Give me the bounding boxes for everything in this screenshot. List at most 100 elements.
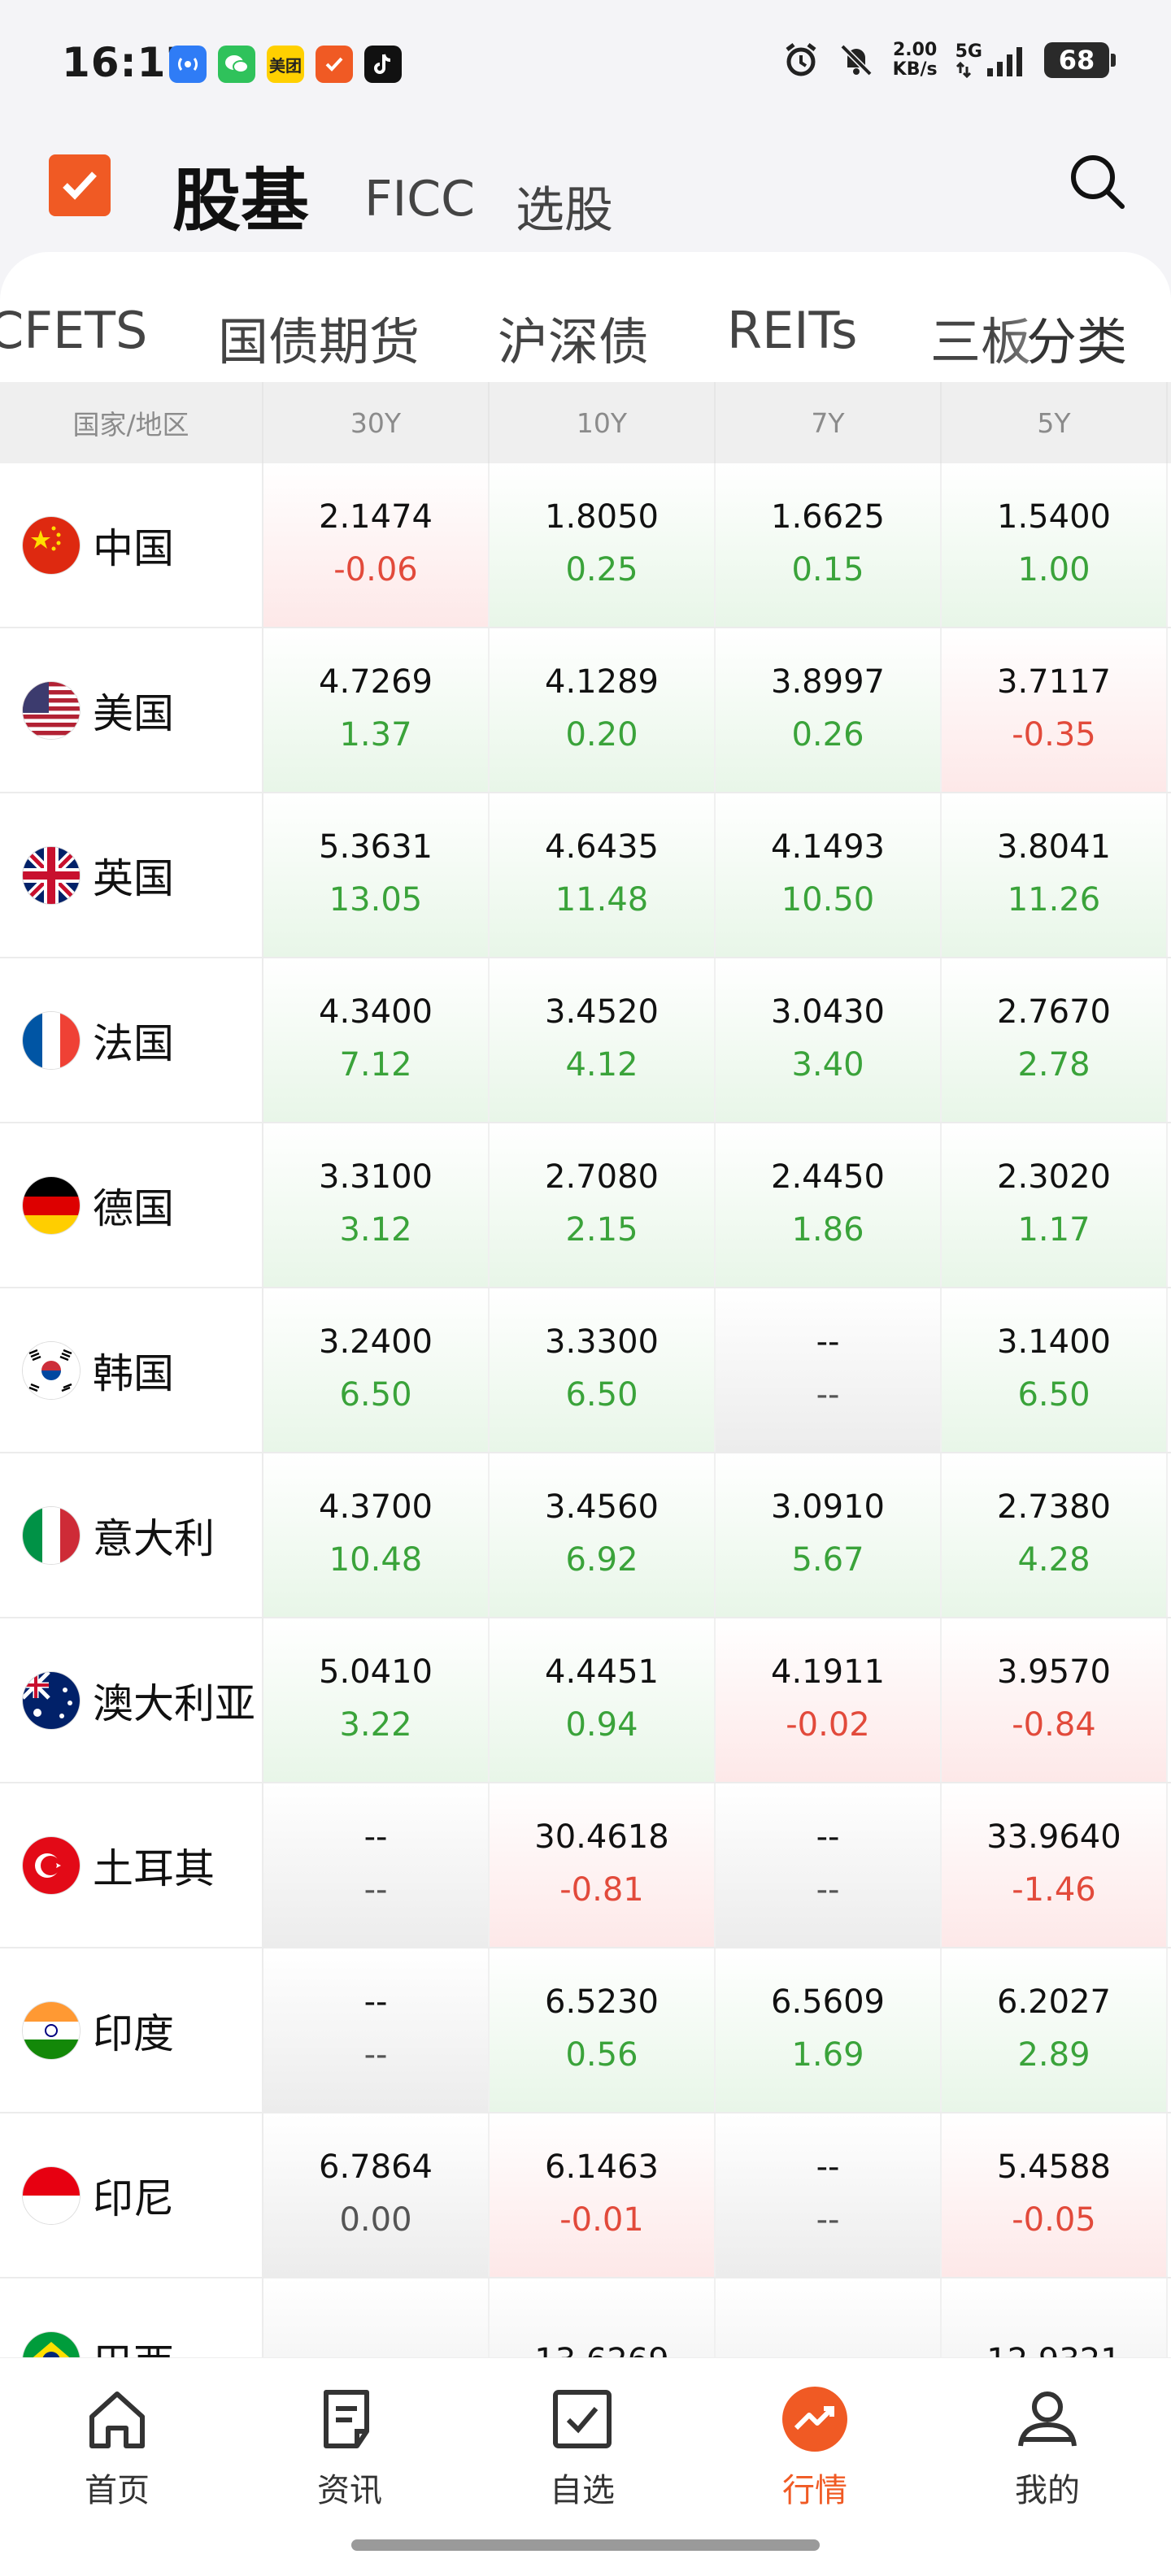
yield-cell-10y[interactable]: 13.6269 [490,2278,716,2357]
yield-cell-5y[interactable]: 33.9640 -1.46 [942,1783,1168,1947]
yield-cell-7y[interactable]: 3.0910 5.67 [716,1453,942,1617]
table-row[interactable]: 韩国 3.2400 6.50 3.3300 6.50 -- -- 3.1400 6.50 [0,1288,1171,1453]
yield-cell-30y[interactable]: -- [263,2278,490,2357]
yield-cell-5y[interactable]: 3.9570 -0.84 [942,1618,1168,1782]
sub-tab-cfets[interactable]: CFETS [0,301,148,360]
yield-value: 3.1400 [997,1323,1111,1361]
yield-cell-10y[interactable]: 4.4451 0.94 [490,1618,716,1782]
nav-news[interactable]: 资讯 [268,2383,431,2511]
yield-cell-5y[interactable]: 1.5400 1.00 [942,463,1168,627]
yield-cell-10y[interactable]: 6.5230 0.56 [490,1948,716,2112]
table-row[interactable]: 印尼 6.7864 0.00 6.1463 -0.01 -- -- 5.4588 -0.05 [0,2113,1171,2278]
sub-tabs[interactable]: CFETS 国债期货 沪深债 REITs 三板 分类 [0,252,1171,382]
app-logo-icon[interactable] [49,154,111,216]
yield-cell-7y[interactable]: 1.6625 0.15 [716,463,942,627]
yield-cell-7y[interactable]: 3.8997 0.26 [716,628,942,792]
country-cell[interactable]: 美国 [0,628,263,792]
yield-cell-30y[interactable]: 5.3631 13.05 [263,793,490,957]
yield-cell-30y[interactable]: 2.1474 -0.06 [263,463,490,627]
search-icon[interactable] [1065,150,1130,215]
yield-value: 3.8997 [771,662,885,701]
country-cell[interactable]: 法国 [0,958,263,1122]
table-row[interactable]: 土耳其 -- -- 30.4618 -0.81 -- -- 33.9640 -1.46 [0,1783,1171,1948]
sub-tab-category[interactable]: 分类 [1026,312,1128,371]
yield-cell-7y[interactable]: -- -- [716,2113,942,2277]
yield-change: -- [816,1375,840,1414]
yield-cell-5y[interactable]: 3.7117 -0.35 [942,628,1168,792]
yield-cell-5y[interactable]: 3.1400 6.50 [942,1288,1168,1452]
yield-cell-5y[interactable]: 2.3020 1.17 [942,1123,1168,1287]
main-tab-stocks[interactable]: 股基 [172,161,310,241]
main-tab-ficc[interactable]: FICC [364,171,475,228]
yield-cell-30y[interactable]: 4.3400 7.12 [263,958,490,1122]
table-row[interactable]: 美国 4.7269 1.37 4.1289 0.20 3.8997 0.26 3.7117 -0… [0,628,1171,793]
nav-market[interactable]: 行情 [734,2383,896,2511]
yield-cell-30y[interactable]: 4.3700 10.48 [263,1453,490,1617]
yield-cell-10y[interactable]: 6.1463 -0.01 [490,2113,716,2277]
yield-cell-30y[interactable]: 3.2400 6.50 [263,1288,490,1452]
yield-cell-7y[interactable]: 2.4450 1.86 [716,1123,942,1287]
sub-tab-reits[interactable]: REITs [727,301,858,360]
nav-watchlist[interactable]: 自选 [501,2383,664,2511]
table-row[interactable]: 印度 -- -- 6.5230 0.56 6.5609 1.69 6.2027 2.89 [0,1948,1171,2113]
yield-cell-10y[interactable]: 4.1289 0.20 [490,628,716,792]
yield-cell-30y[interactable]: 3.3100 3.12 [263,1123,490,1287]
yield-cell-10y[interactable]: 30.4618 -0.81 [490,1783,716,1947]
nav-profile[interactable]: 我的 [966,2383,1129,2511]
yield-cell-7y[interactable]: -- -- [716,1288,942,1452]
country-cell[interactable]: 韩国 [0,1288,263,1452]
yield-cell-5y[interactable]: 5.4588 -0.05 [942,2113,1168,2277]
column-header-7y[interactable]: 7Y [716,382,942,463]
yield-cell-30y[interactable]: 4.7269 1.37 [263,628,490,792]
table-row[interactable]: 意大利 4.3700 10.48 3.4560 6.92 3.0910 5.67 2.7380… [0,1453,1171,1618]
country-cell[interactable]: 英国 [0,793,263,957]
table-row[interactable]: 中国 2.1474 -0.06 1.8050 0.25 1.6625 0.15 1.5400 1… [0,463,1171,628]
yield-cell-10y[interactable]: 2.7080 2.15 [490,1123,716,1287]
yield-cell-7y[interactable]: 4.1911 -0.02 [716,1618,942,1782]
country-cell[interactable]: 印度 [0,1948,263,2112]
yield-cell-5y[interactable]: 2.7380 4.28 [942,1453,1168,1617]
nav-home[interactable]: 首页 [36,2383,198,2511]
yield-change: 3.12 [339,1210,412,1249]
table-row[interactable]: 巴西 -- 13.6269 -- 12.9321 [0,2278,1171,2357]
country-cell[interactable]: 巴西 [0,2278,263,2357]
yield-cell-10y[interactable]: 4.6435 11.48 [490,793,716,957]
yield-cell-7y[interactable]: -- -- [716,1783,942,1947]
usa-flag-icon [23,681,80,739]
yield-cell-7y[interactable]: 3.0430 3.40 [716,958,942,1122]
country-cell[interactable]: 意大利 [0,1453,263,1617]
table-row[interactable]: 法国 4.3400 7.12 3.4520 4.12 3.0430 3.40 2.7670 2.… [0,958,1171,1123]
yield-cell-7y[interactable]: 6.5609 1.69 [716,1948,942,2112]
column-header-10y[interactable]: 10Y [490,382,716,463]
yield-cell-10y[interactable]: 1.8050 0.25 [490,463,716,627]
yield-cell-7y[interactable]: 4.1493 10.50 [716,793,942,957]
main-tab-stock-picker[interactable]: 选股 [516,182,613,239]
sub-tab-hs-bonds[interactable]: 沪深债 [498,312,650,371]
yield-cell-10y[interactable]: 3.3300 6.50 [490,1288,716,1452]
table-row[interactable]: 英国 5.3631 13.05 4.6435 11.48 4.1493 10.50 3.804… [0,793,1171,958]
column-header-5y[interactable]: 5Y [942,382,1168,463]
yield-cell-10y[interactable]: 3.4520 4.12 [490,958,716,1122]
yield-cell-5y[interactable]: 3.8041 11.26 [942,793,1168,957]
country-cell[interactable]: 印尼 [0,2113,263,2277]
yield-cell-30y[interactable]: -- -- [263,1948,490,2112]
country-cell[interactable]: 德国 [0,1123,263,1287]
yield-cell-30y[interactable]: -- -- [263,1783,490,1947]
sub-tab-treasury-futures[interactable]: 国债期货 [218,312,420,371]
yield-cell-30y[interactable]: 5.0410 3.22 [263,1618,490,1782]
country-cell[interactable]: 土耳其 [0,1783,263,1947]
yield-cell-5y[interactable]: 6.2027 2.89 [942,1948,1168,2112]
yield-cell-5y[interactable]: 2.7670 2.78 [942,958,1168,1122]
country-cell[interactable]: 中国 [0,463,263,627]
yield-cell-10y[interactable]: 3.4560 6.92 [490,1453,716,1617]
yield-cell-30y[interactable]: 6.7864 0.00 [263,2113,490,2277]
country-cell[interactable]: 澳大利亚 [0,1618,263,1782]
table-row[interactable]: 澳大利亚 5.0410 3.22 4.4451 0.94 4.1911 -0.02 3.957… [0,1618,1171,1783]
yield-cell-5y[interactable]: 12.9321 [942,2278,1168,2357]
column-header-30y[interactable]: 30Y [263,382,490,463]
table-row[interactable]: 德国 3.3100 3.12 2.7080 2.15 2.4450 1.86 2.3020 1.… [0,1123,1171,1288]
yield-cell-7y[interactable]: -- [716,2278,942,2357]
yield-value: 2.7670 [997,993,1111,1031]
home-indicator[interactable] [351,2539,820,2551]
column-header-country[interactable]: 国家/地区 [0,382,263,463]
